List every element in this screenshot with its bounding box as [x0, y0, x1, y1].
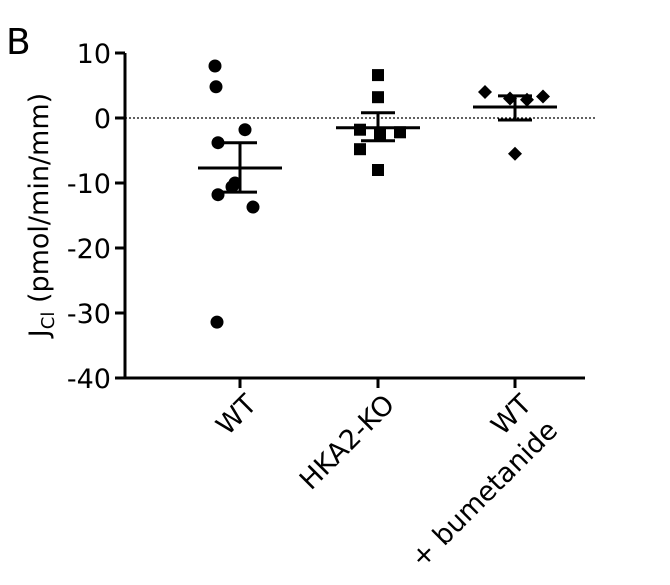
- point: [508, 146, 522, 161]
- point: [238, 123, 252, 137]
- point: [210, 315, 224, 329]
- panel-label: B: [6, 22, 31, 63]
- point: [354, 143, 366, 156]
- y-label-main: J: [24, 329, 55, 339]
- y-tick-label: -30: [67, 299, 111, 330]
- x-tick-label: WT: [210, 389, 263, 442]
- y-tick-label: -40: [67, 364, 111, 395]
- point: [536, 89, 550, 104]
- point: [394, 126, 406, 139]
- point: [209, 80, 223, 94]
- y-axis-label: JCl (pmol/min/mm): [24, 93, 59, 339]
- point: [211, 136, 225, 150]
- point: [354, 123, 366, 136]
- point: [478, 85, 492, 99]
- point: [246, 200, 260, 214]
- point: [372, 69, 384, 82]
- point: [211, 188, 225, 202]
- point: [372, 164, 384, 176]
- y-tick-label: -10: [67, 169, 111, 200]
- y-tick-label: 0: [94, 104, 111, 135]
- point: [374, 128, 386, 141]
- y-label-sub: Cl: [38, 312, 59, 330]
- point: [372, 91, 384, 104]
- y-tick-label: -20: [67, 234, 111, 265]
- y-label-rest: (pmol/min/mm): [24, 93, 55, 312]
- y-tick-label: 10: [77, 39, 111, 70]
- point: [208, 59, 222, 73]
- point: [225, 180, 239, 194]
- x-tick-label: + bumetanide: [405, 415, 564, 574]
- x-tick-label: HKA2-KO: [294, 389, 401, 496]
